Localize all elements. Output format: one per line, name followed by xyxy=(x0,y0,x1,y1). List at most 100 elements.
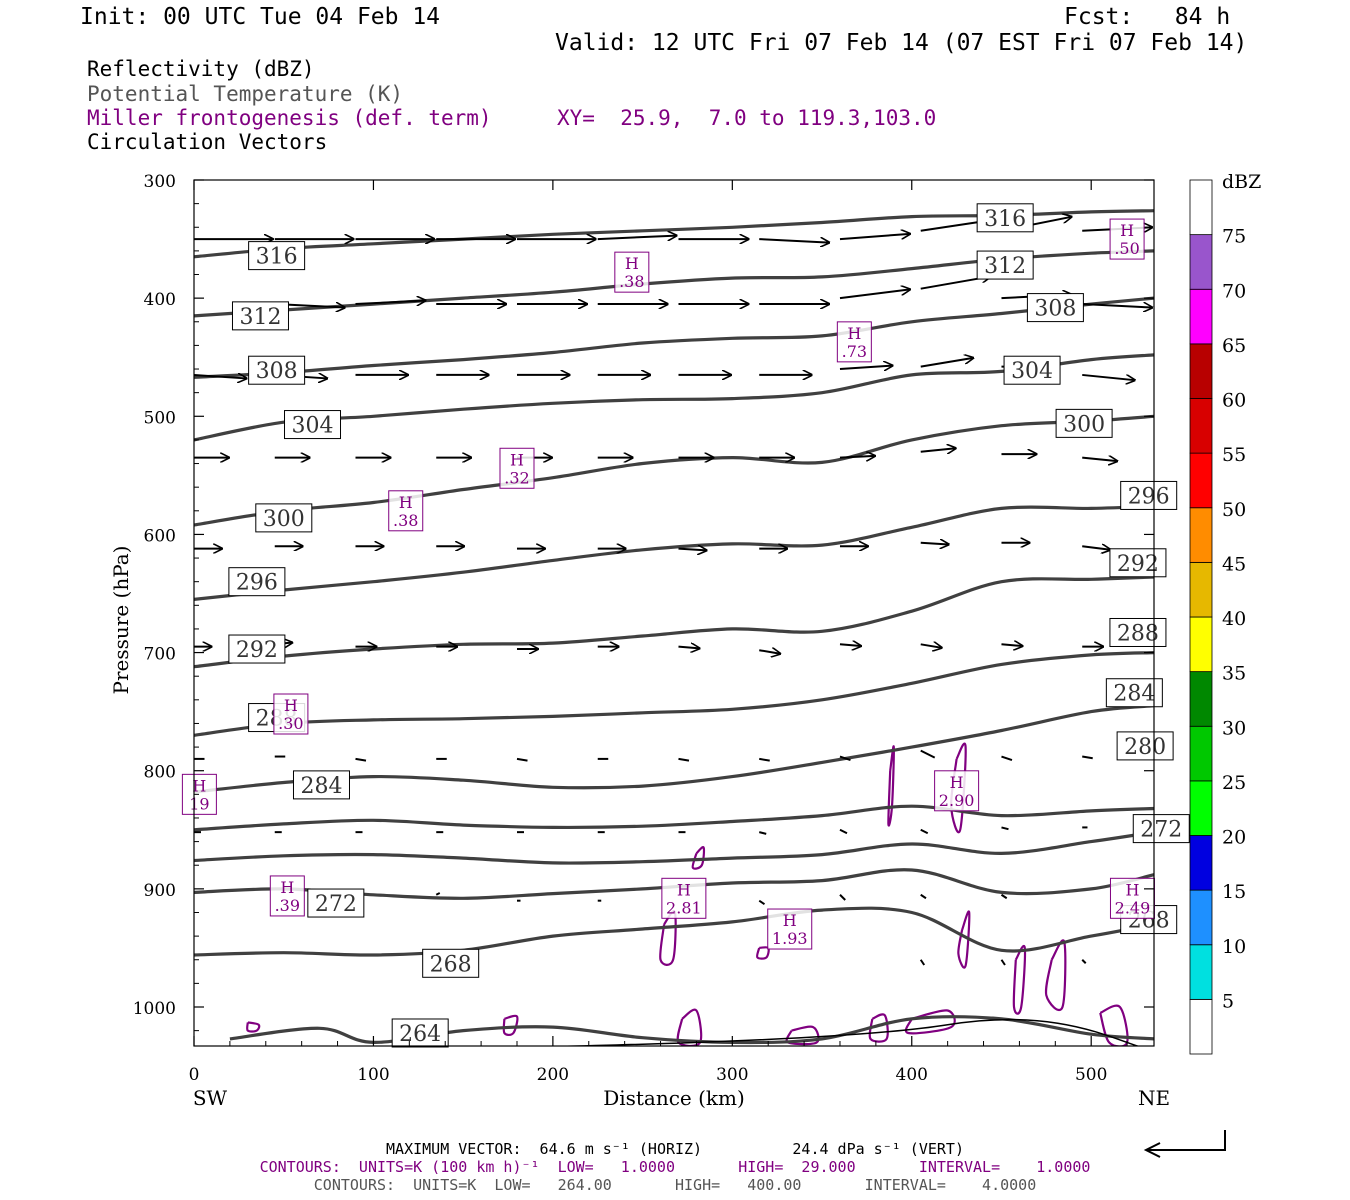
theta-label-288: 288 xyxy=(1109,617,1167,647)
circulation-vector xyxy=(920,543,949,545)
colorbar-segment xyxy=(1189,780,1213,836)
colorbar-segment xyxy=(1189,507,1213,563)
x-tick-label: 200 xyxy=(537,1065,569,1085)
footer-max-vector: MAXIMUM VECTOR: 64.6 m s⁻¹ (HORIZ) 24.4 … xyxy=(386,1140,964,1158)
colorbar-segment xyxy=(1189,944,1213,1000)
theta-contour-300 xyxy=(194,414,1154,527)
svg-text:300: 300 xyxy=(263,507,305,532)
x-axis-label: Distance (km) xyxy=(603,1086,745,1110)
colorbar-label: 25 xyxy=(1222,772,1246,794)
circulation-vector xyxy=(919,959,926,966)
colorbar-segment xyxy=(1189,725,1213,782)
theta-label-284: 284 xyxy=(292,770,350,800)
theta-label-272: 272 xyxy=(307,888,365,918)
colorbar-segment xyxy=(1189,889,1213,946)
y-tick-label: 600 xyxy=(144,526,176,546)
svg-text:H: H xyxy=(677,880,691,899)
circulation-vector xyxy=(194,375,247,379)
max-vector-arrowhead xyxy=(1143,1142,1161,1158)
circulation-vector xyxy=(920,644,942,648)
circulation-vector xyxy=(839,366,893,370)
colorbar-label: 5 xyxy=(1222,990,1234,1012)
svg-text:H: H xyxy=(192,776,206,795)
frontogenesis-contour xyxy=(691,846,706,870)
legend-reflectivity: Reflectivity (dBZ) xyxy=(87,57,315,81)
colorbar-title: dBZ xyxy=(1222,171,1261,193)
colorbar-label: 50 xyxy=(1222,499,1246,521)
svg-text:300: 300 xyxy=(1063,412,1105,437)
circulation-vector xyxy=(758,831,767,835)
theta-label-268: 268 xyxy=(422,948,480,978)
svg-text:304: 304 xyxy=(292,414,334,439)
colorbar-segment xyxy=(1189,234,1213,290)
colorbar-label: 40 xyxy=(1222,608,1246,630)
frontogenesis-contour xyxy=(1044,939,1067,1012)
y-tick-label: 900 xyxy=(144,881,176,901)
svg-text:316: 316 xyxy=(256,245,298,270)
theta-label-264: 264 xyxy=(391,1018,449,1048)
circulation-vector xyxy=(920,448,956,452)
colorbar-segment xyxy=(1189,616,1213,673)
x-tick-label: 0 xyxy=(189,1065,200,1085)
theta-contour-288 xyxy=(194,651,1154,737)
colorbar-segment xyxy=(1189,452,1213,509)
x-tick-label: 100 xyxy=(357,1065,389,1085)
svg-text:H: H xyxy=(625,254,639,273)
colorbar-label: 60 xyxy=(1222,390,1246,412)
frontogenesis-contour xyxy=(502,1014,519,1037)
circulation-vector xyxy=(1082,458,1117,462)
y-tick-label: 500 xyxy=(144,408,176,428)
svg-text:.50: .50 xyxy=(1114,239,1139,258)
y-tick-label: 1000 xyxy=(133,999,176,1019)
theta-label-300: 300 xyxy=(255,503,313,533)
forecast-hour: Fcst: 84 h xyxy=(1064,4,1231,30)
svg-text:272: 272 xyxy=(1140,818,1182,843)
circulation-vector xyxy=(920,893,927,900)
circulation-vector xyxy=(759,650,780,654)
frontogenesis-contour xyxy=(957,910,971,969)
circulation-vector xyxy=(839,456,875,458)
y-tick-label: 300 xyxy=(144,172,176,192)
circulation-vector xyxy=(920,828,929,835)
svg-text:264: 264 xyxy=(399,1022,441,1047)
theta-label-292: 292 xyxy=(1109,548,1167,578)
colorbar-label: 55 xyxy=(1222,444,1246,466)
frontogenesis-contour xyxy=(659,910,677,966)
x-tick-label: 400 xyxy=(896,1065,928,1085)
theta-contour-308 xyxy=(194,296,1154,379)
theta-contour-304 xyxy=(194,353,1154,442)
circulation-vector xyxy=(759,239,829,243)
valid-time: Valid: 12 UTC Fri 07 Feb 14 (07 EST Fri … xyxy=(555,30,1248,56)
frontogenesis-max-label: H.30 xyxy=(273,693,309,735)
theta-label-312: 312 xyxy=(231,301,289,331)
frontogenesis-max-label: H2.81 xyxy=(661,877,707,919)
circulation-vector xyxy=(839,755,851,761)
theta-contour-292 xyxy=(194,575,1154,669)
circulation-vector xyxy=(1082,304,1152,308)
svg-text:.30: .30 xyxy=(278,714,303,733)
colorbar-segment xyxy=(1189,561,1213,618)
colorbar-segment xyxy=(1189,835,1213,891)
svg-text:292: 292 xyxy=(236,638,278,663)
circulation-vector xyxy=(355,301,425,305)
circulation-vector xyxy=(678,757,690,762)
circulation-vector xyxy=(435,892,441,896)
colorbar-label: 15 xyxy=(1222,881,1246,903)
circulation-vector xyxy=(839,894,846,901)
circulation-vector xyxy=(839,289,910,300)
frontogenesis-max-label: H1.93 xyxy=(767,908,813,950)
svg-text:288: 288 xyxy=(1117,621,1159,646)
theta-label-300: 300 xyxy=(1055,408,1113,438)
svg-text:H: H xyxy=(1125,880,1139,899)
frontogenesis-max-label: H.38 xyxy=(614,251,650,293)
frontogenesis-max-label: H2.49 xyxy=(1109,877,1155,919)
circulation-vector xyxy=(758,899,766,906)
colorbar-label: 10 xyxy=(1222,936,1246,958)
x-end-label-sw: SW xyxy=(193,1086,228,1110)
svg-text:316: 316 xyxy=(984,207,1026,232)
circulation-vector xyxy=(839,644,861,646)
theta-contour-280 xyxy=(194,804,1154,832)
frontogenesis-contour xyxy=(246,1021,261,1033)
colorbar-segment xyxy=(1189,398,1213,454)
theta-label-304: 304 xyxy=(1003,355,1061,385)
